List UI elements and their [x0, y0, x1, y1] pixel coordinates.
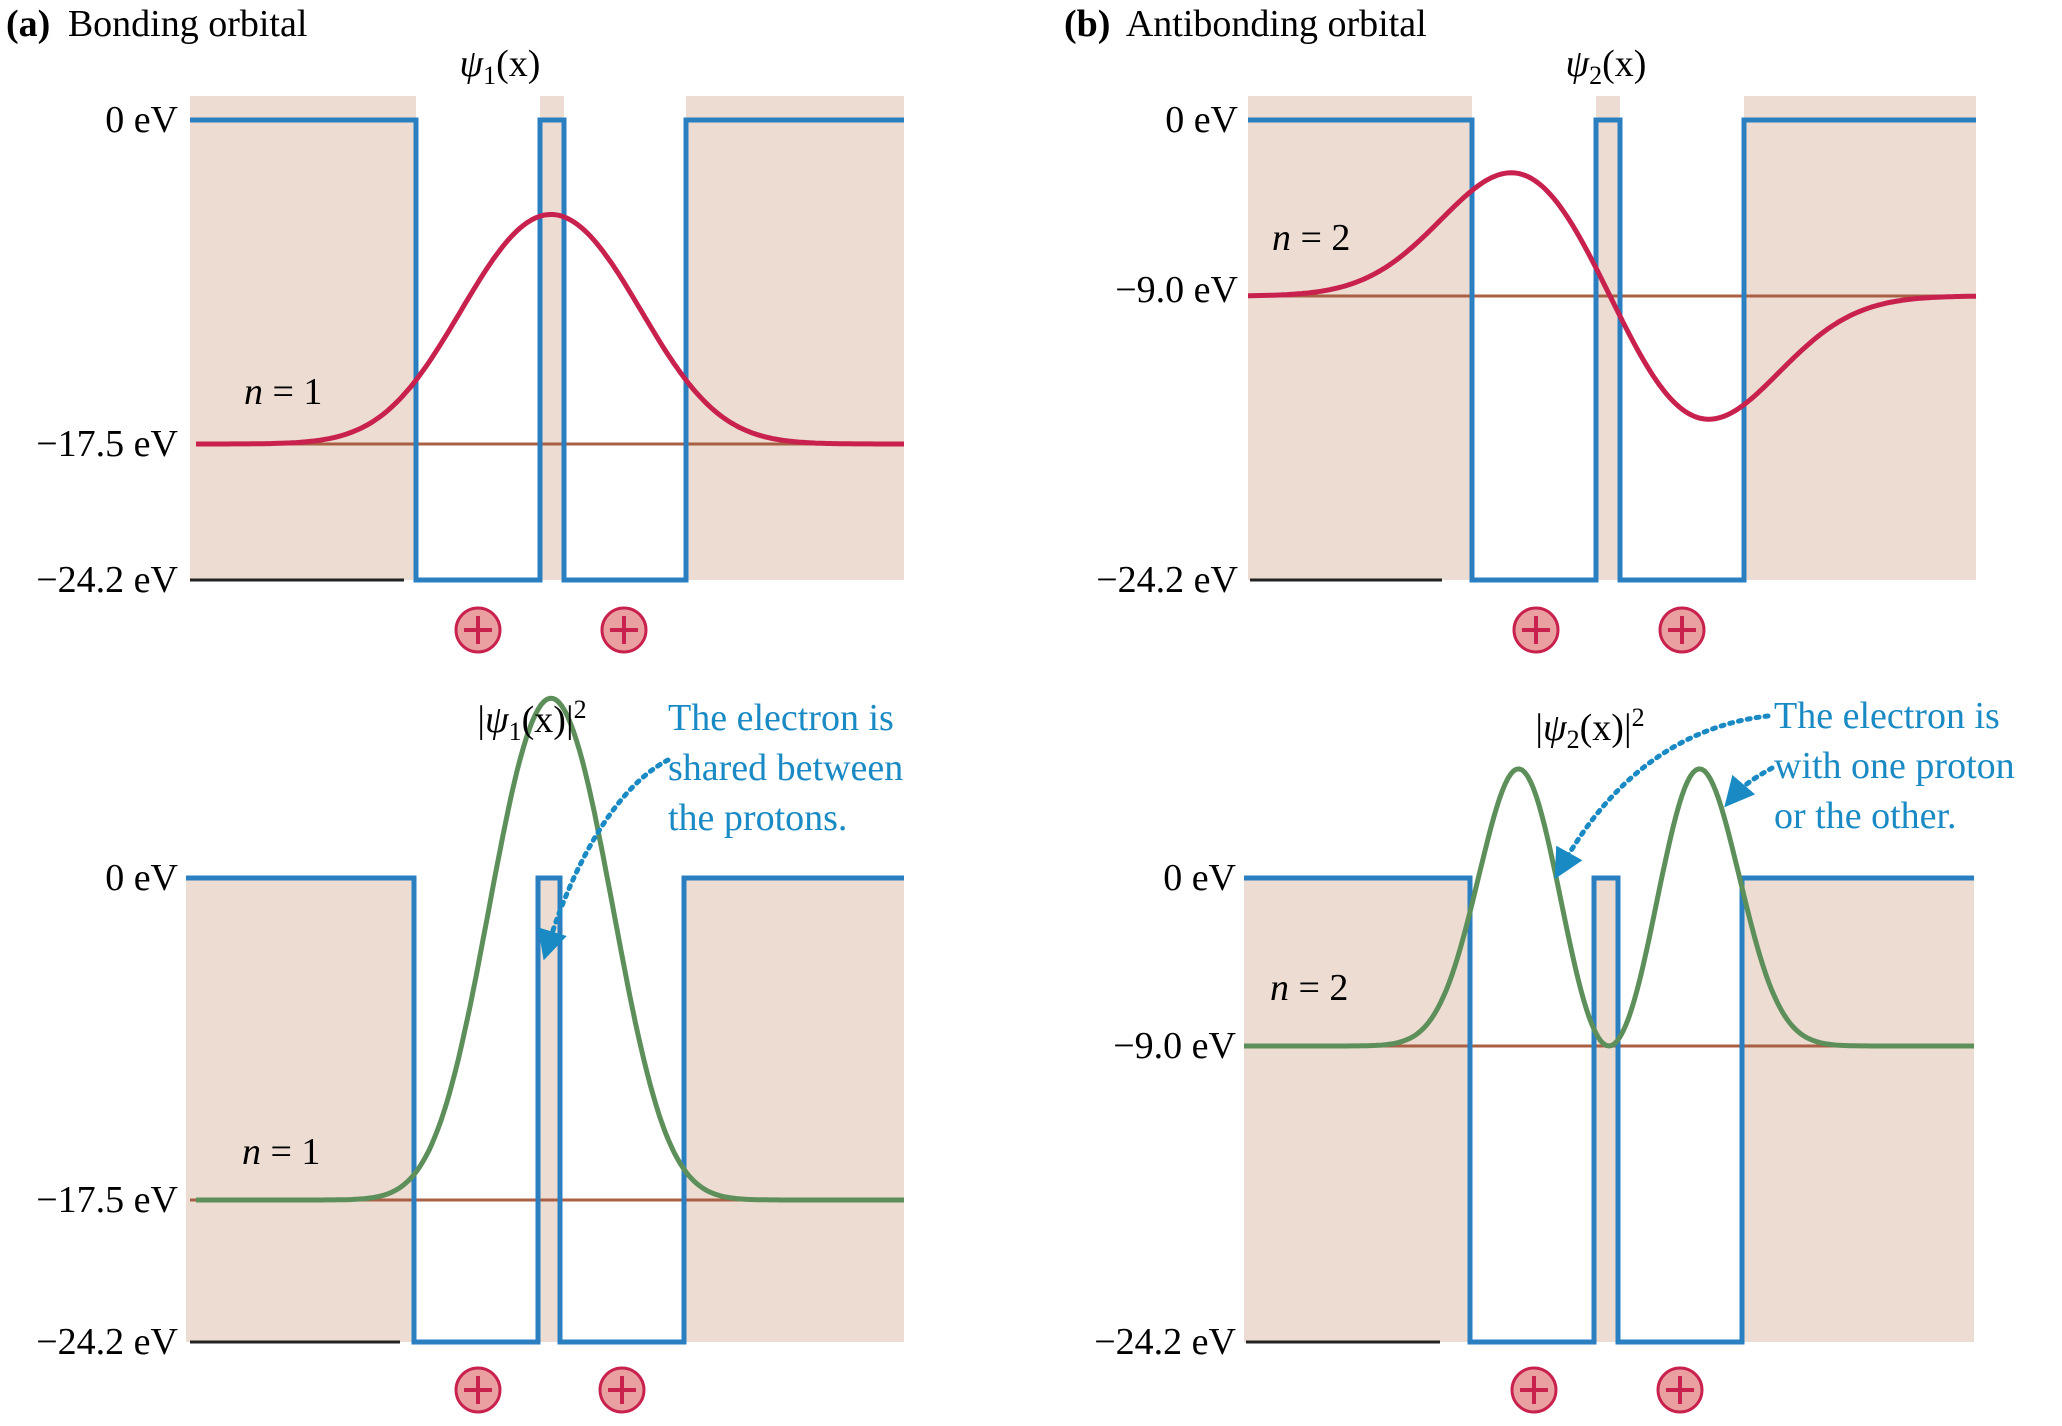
annotation-one-or-other: The electron is with one proton or the o… — [1774, 695, 2024, 837]
quantum-number-label: n = 2 — [1272, 217, 1350, 259]
energy-label-level: −9.0 eV — [1113, 1025, 1236, 1067]
energy-label-bottom: −24.2 eV — [1096, 559, 1238, 601]
energy-label-zero: 0 eV — [1163, 857, 1236, 899]
energy-label-level: −17.5 eV — [36, 423, 178, 465]
forbidden-region-left — [190, 96, 416, 580]
forbidden-region-right — [1742, 876, 1974, 1342]
wavefunction-label: ψ1(x) — [460, 43, 541, 90]
proton-icon-right — [600, 606, 648, 654]
forbidden-region-middle — [1596, 96, 1620, 580]
probability-label: |ψ1(x)|2 — [477, 695, 586, 746]
potential-well — [186, 875, 904, 1345]
energy-label-zero: 0 eV — [105, 857, 178, 899]
panel-b-title: (b) Antibonding orbital — [1064, 3, 1427, 45]
wavefunction-curve — [1248, 170, 1977, 422]
panel-a-bottom-plot: |ψ1(x)|2 0 eV −17.5 eV −24.2 eV n = 1 Th… — [36, 695, 913, 1414]
proton-icon-right — [1656, 1366, 1704, 1414]
dotted-curved-arrow-icon — [1554, 713, 1771, 880]
energy-label-level: −17.5 eV — [36, 1179, 178, 1221]
energy-label-zero: 0 eV — [105, 99, 178, 141]
panel-b-title-text: Antibonding orbital — [1126, 3, 1427, 45]
energy-label-level: −9.0 eV — [1115, 269, 1238, 311]
energy-label-bottom: −24.2 eV — [36, 559, 178, 601]
forbidden-region-left — [1248, 96, 1472, 580]
forbidden-region-left — [1244, 876, 1470, 1342]
probability-label: |ψ2(x)|2 — [1535, 703, 1644, 754]
forbidden-region-right — [684, 876, 904, 1342]
quantum-number-label: n = 1 — [244, 371, 322, 413]
proton-icon-left — [454, 1366, 502, 1414]
probability-density-curve — [196, 695, 904, 1203]
wavefunction-curve — [196, 212, 904, 447]
panel-a-letter: (a) — [6, 3, 50, 45]
potential-well — [190, 117, 904, 583]
proton-icon-right — [598, 1366, 646, 1414]
panel-b-top-plot: ψ2(x) 0 eV −9.0 eV −24.2 eV n = 2 — [1096, 43, 1977, 654]
potential-well — [1248, 117, 1976, 583]
forbidden-region-middle — [1594, 876, 1618, 1342]
energy-label-bottom: −24.2 eV — [36, 1321, 178, 1363]
panel-a-top-plot: ψ1(x) 0 eV −17.5 eV −24.2 eV n = 1 — [36, 43, 904, 654]
forbidden-region-right — [1744, 96, 1976, 580]
proton-icon-right — [1658, 606, 1706, 654]
wavefunction-label: ψ2(x) — [1566, 43, 1647, 90]
dotted-curved-arrow-icon — [537, 757, 671, 961]
panel-a-title: (a) Bonding orbital — [6, 3, 307, 45]
annotation-shared: The electron is shared between the proto… — [668, 697, 913, 839]
quantum-number-label: n = 1 — [242, 1131, 320, 1173]
potential-well — [1244, 875, 1974, 1345]
panel-b-letter: (b) — [1064, 3, 1110, 45]
forbidden-region-left — [186, 876, 414, 1342]
proton-icon-left — [454, 606, 502, 654]
panel-b-bottom-plot: |ψ2(x)|2 0 eV −9.0 eV −24.2 eV n = 2 The… — [1094, 695, 2024, 1414]
proton-icon-left — [1512, 606, 1560, 654]
energy-label-zero: 0 eV — [1165, 99, 1238, 141]
quantum-number-label: n = 2 — [1270, 967, 1348, 1009]
forbidden-region-middle — [538, 876, 560, 1342]
panel-a-title-text: Bonding orbital — [68, 3, 308, 45]
dotted-curved-arrow-icon — [1724, 765, 1775, 808]
forbidden-region-middle — [540, 96, 564, 580]
probability-density-curve — [1244, 766, 1974, 1049]
proton-icon-left — [1510, 1366, 1558, 1414]
forbidden-region-right — [686, 96, 904, 580]
energy-label-bottom: −24.2 eV — [1094, 1321, 1236, 1363]
